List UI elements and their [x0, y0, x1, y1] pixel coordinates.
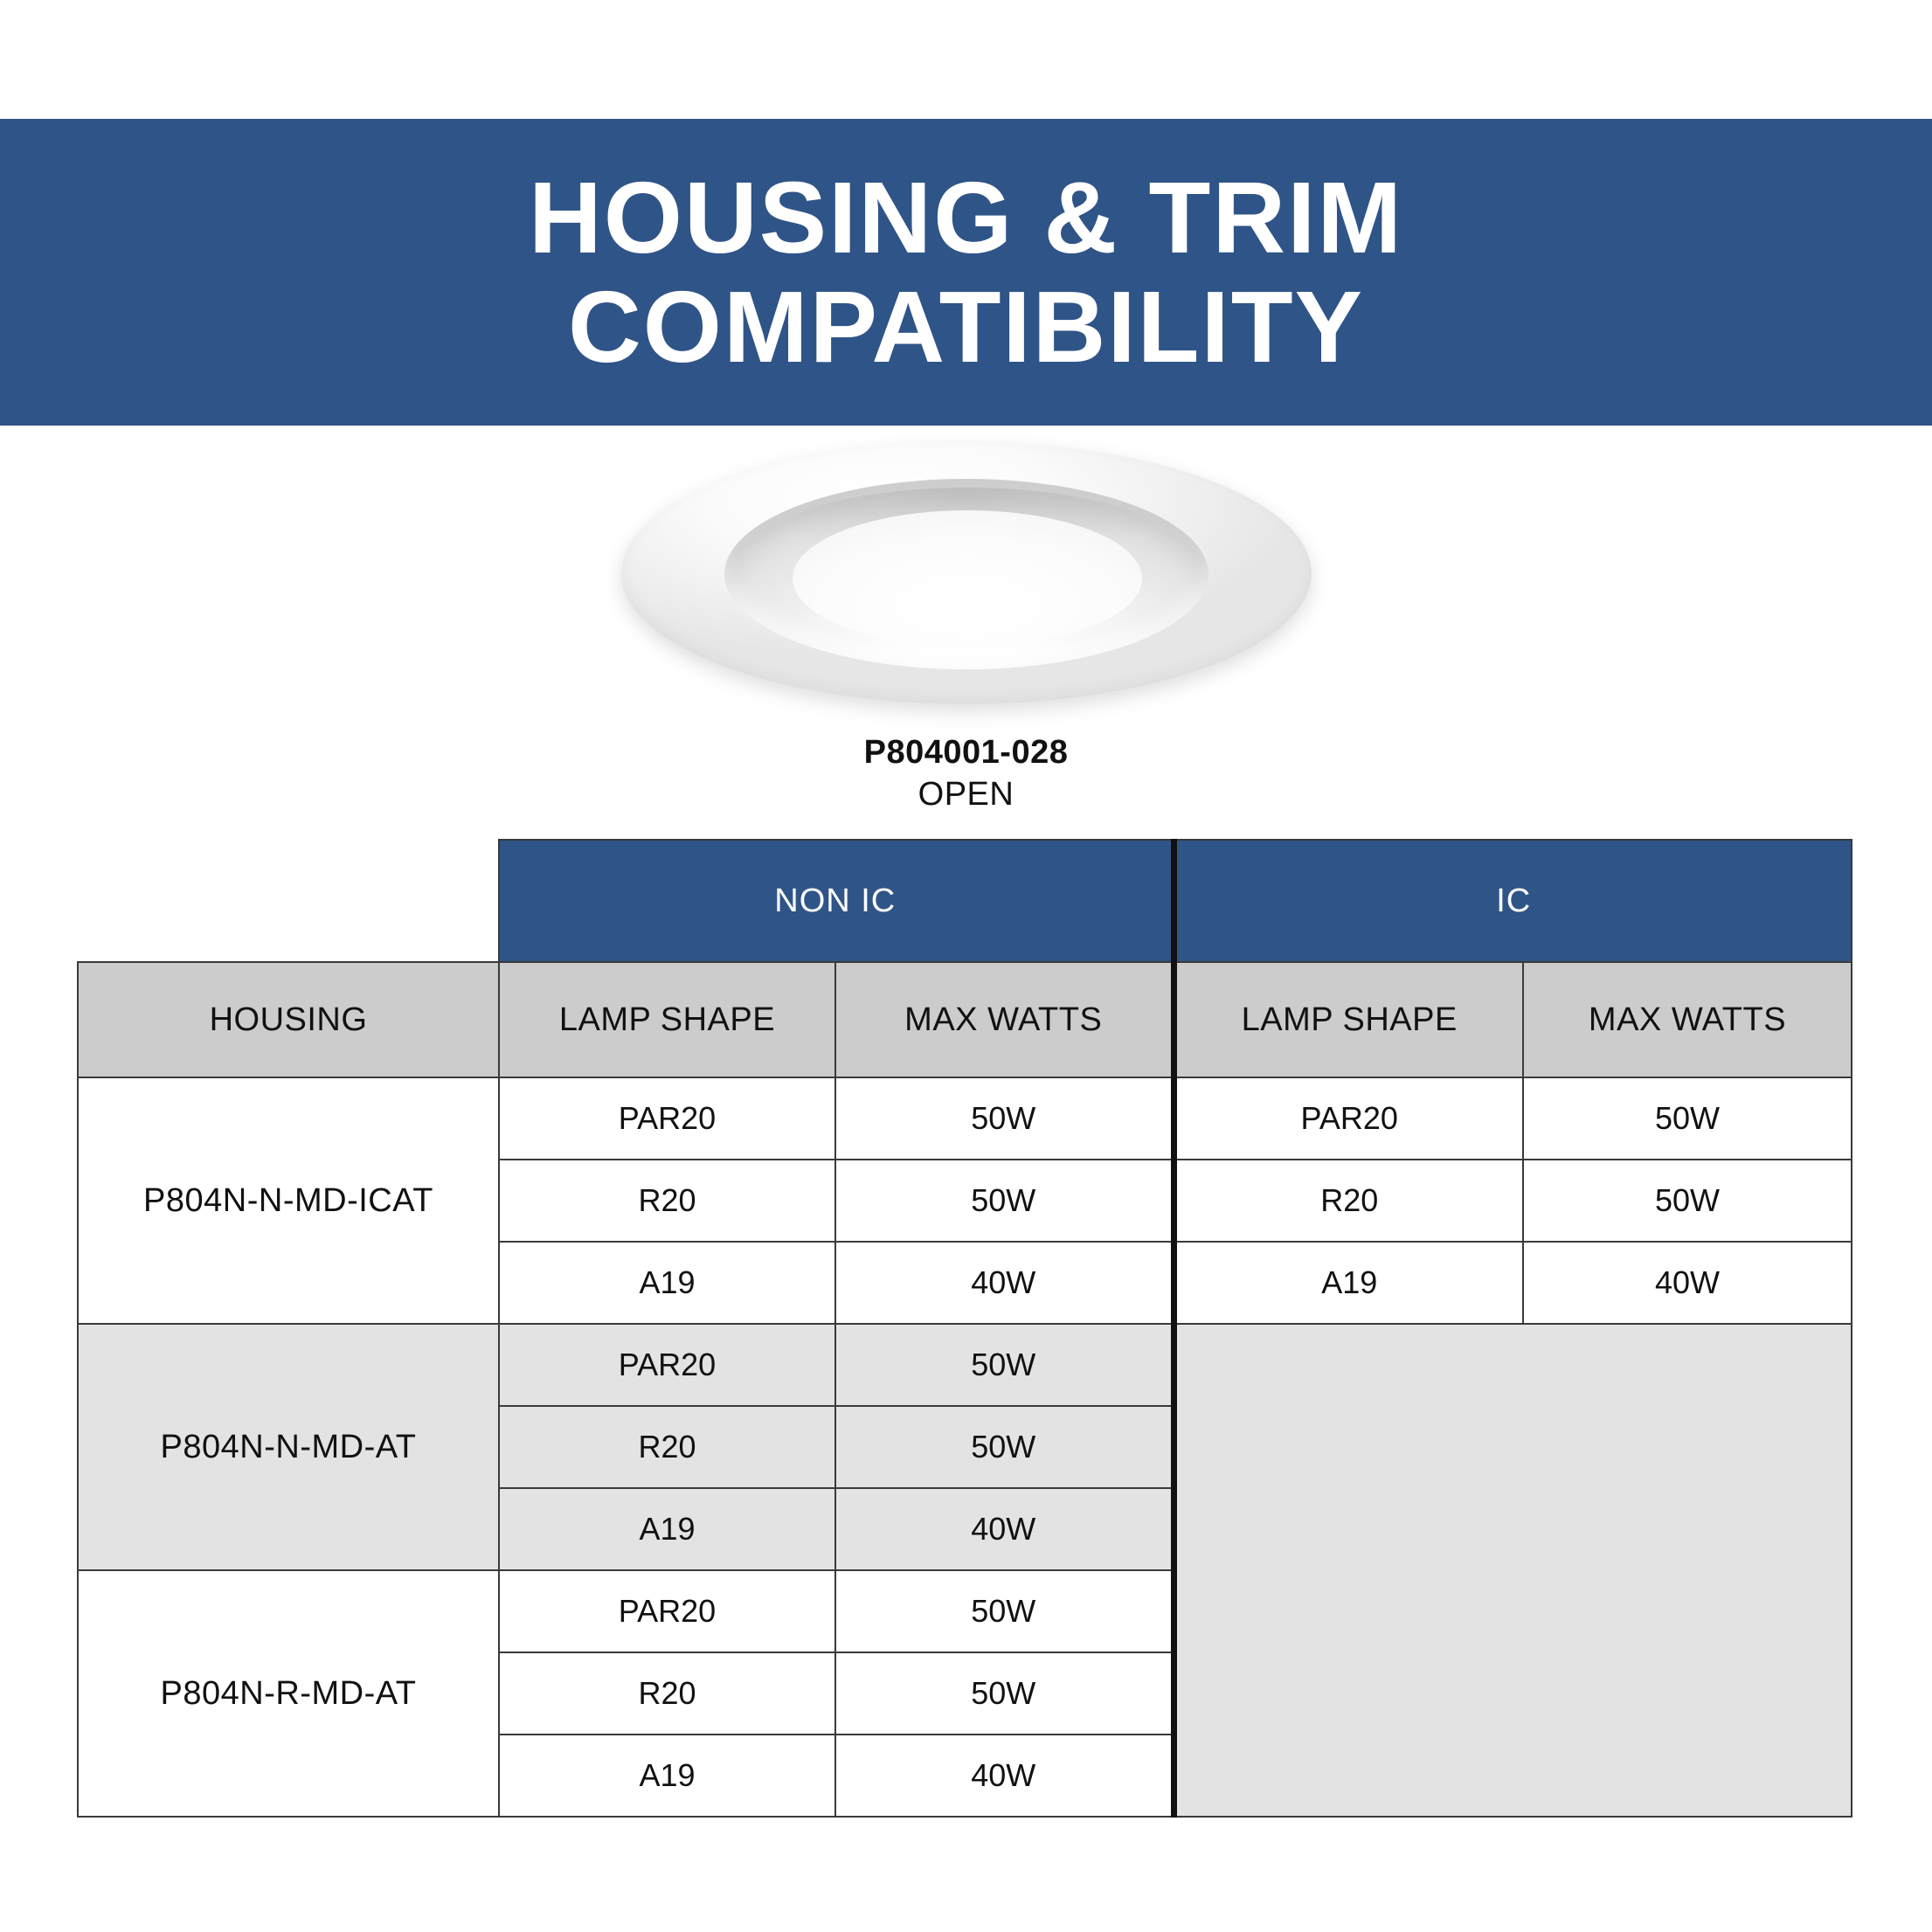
table-row: A19 40W [78, 1734, 1852, 1818]
max-watts-non-ic-0-1: 50W [834, 1159, 1177, 1243]
lamp-shape-non-ic-2-1: R20 [498, 1652, 836, 1735]
housing-label-1: P804N-N-MD-AT [77, 1323, 500, 1571]
housing-label-2: P804N-R-MD-AT [77, 1569, 500, 1818]
group-header-non-ic: NON IC [498, 839, 1177, 963]
max-watts-non-ic-0-2: 40W [834, 1241, 1177, 1325]
lamp-shape-ic-0-2: A19 [1170, 1241, 1524, 1325]
page-banner: HOUSING & TRIM COMPATIBILITY [0, 119, 1932, 426]
housing-label-0: P804N-N-MD-ICAT [77, 1077, 500, 1325]
lamp-shape-non-ic-2-0: PAR20 [498, 1569, 836, 1653]
max-watts-ic-0-1: 50W [1522, 1159, 1852, 1243]
product-sku: P804001-028 [863, 734, 1069, 771]
lamp-shape-non-ic-0-1: R20 [498, 1159, 836, 1243]
table-row: R20 50W R20 50W [78, 1159, 1852, 1243]
max-watts-non-ic-2-2: 40W [834, 1734, 1177, 1818]
column-header-lamp-shape-non-ic: LAMP SHAPE [498, 961, 836, 1078]
lamp-shape-non-ic-0-2: A19 [498, 1241, 836, 1325]
max-watts-non-ic-1-1: 50W [834, 1405, 1177, 1489]
lamp-shape-non-ic-0-0: PAR20 [498, 1077, 836, 1160]
max-watts-ic-0-0: 50W [1522, 1077, 1852, 1160]
max-watts-non-ic-1-0: 50W [834, 1323, 1177, 1407]
recessed-downlight-trim-image [620, 442, 1312, 704]
max-watts-non-ic-2-0: 50W [834, 1569, 1177, 1653]
page-title: HOUSING & TRIM COMPATIBILITY [528, 161, 1404, 384]
lamp-shape-non-ic-2-2: A19 [498, 1734, 836, 1818]
lamp-shape-non-ic-1-0: PAR20 [498, 1323, 836, 1407]
product-image-container [0, 433, 1932, 713]
column-header-max-watts-ic: MAX WATTS [1522, 961, 1852, 1078]
table-row: A19 40W [78, 1487, 1852, 1571]
column-header-max-watts-non-ic: MAX WATTS [834, 961, 1177, 1078]
compatibility-table: NON IC IC HOUSING LAMP SHAPE MAX WATTS L… [77, 839, 1852, 1818]
product-label: P804001-028 OPEN [0, 732, 1932, 815]
group-header-ic: IC [1170, 839, 1852, 963]
table-row: A19 40W A19 40W [78, 1241, 1852, 1325]
table-row: P804N-R-MD-AT PAR20 50W [77, 1569, 1852, 1818]
table-row: R20 50W [78, 1405, 1852, 1489]
lamp-shape-non-ic-1-1: R20 [498, 1405, 836, 1489]
table-row: R20 50W [78, 1652, 1852, 1735]
lamp-shape-non-ic-1-2: A19 [498, 1487, 836, 1571]
product-trim-type: OPEN [918, 775, 1014, 813]
ic-not-available-block [1170, 1323, 1852, 1818]
lamp-shape-ic-0-0: PAR20 [1170, 1077, 1524, 1160]
table-column-header-row: HOUSING LAMP SHAPE MAX WATTS LAMP SHAPE … [77, 961, 1852, 1078]
max-watts-non-ic-2-1: 50W [834, 1652, 1177, 1735]
lamp-shape-ic-0-1: R20 [1170, 1159, 1524, 1243]
trim-aperture [792, 510, 1142, 647]
compatibility-table-container: NON IC IC HOUSING LAMP SHAPE MAX WATTS L… [77, 839, 1852, 1818]
header-corner-spacer [78, 840, 499, 962]
table-row: P804N-N-MD-AT PAR20 50W [77, 1323, 1852, 1818]
column-header-housing: HOUSING [77, 961, 500, 1078]
table-row: P804N-N-MD-ICAT PAR20 50W PAR20 50W [77, 1077, 1852, 1325]
table-group-header-row: NON IC IC [78, 839, 1852, 963]
max-watts-ic-0-2: 40W [1522, 1241, 1852, 1325]
max-watts-non-ic-1-2: 40W [834, 1487, 1177, 1571]
column-header-lamp-shape-ic: LAMP SHAPE [1170, 961, 1524, 1078]
max-watts-non-ic-0-0: 50W [834, 1077, 1177, 1160]
